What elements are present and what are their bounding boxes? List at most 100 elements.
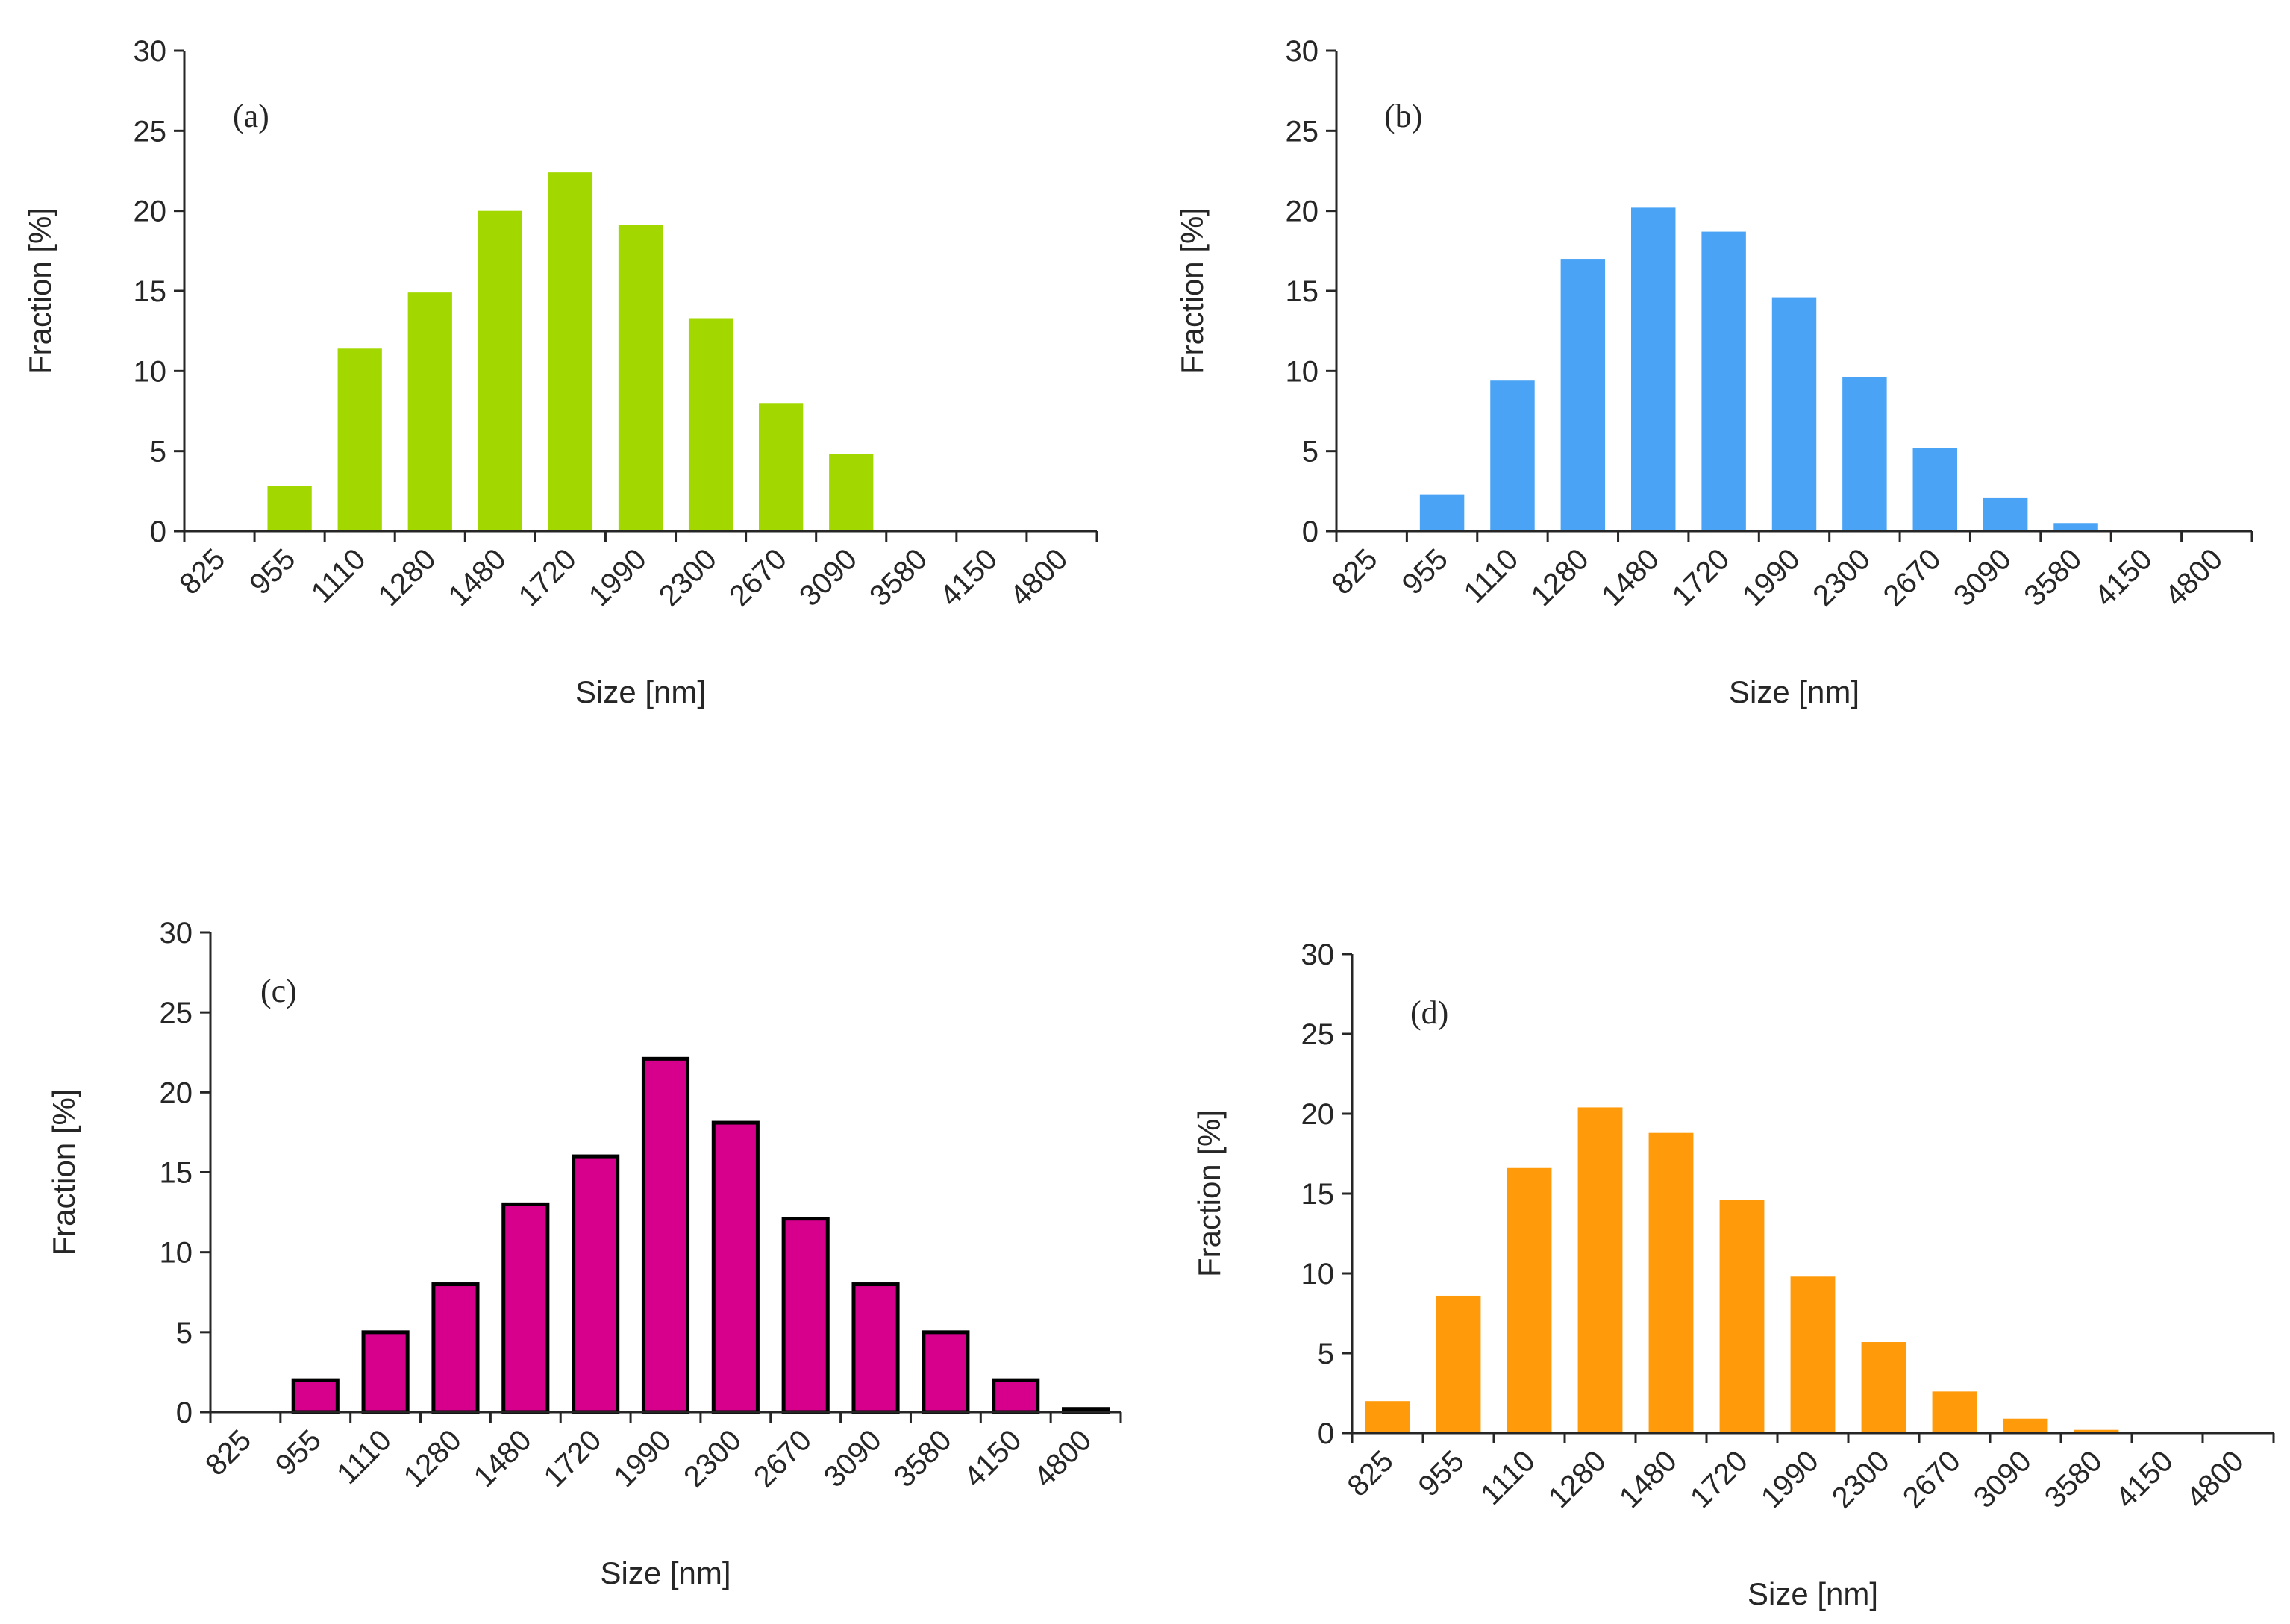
x-tick-label: 1990 [1755,1444,1825,1514]
x-axis-title: Size [nm] [1729,674,1859,709]
bar-2300 [1861,1342,1906,1433]
x-tick-label: 1110 [1474,1444,1542,1511]
bar-3580 [2074,1429,2119,1433]
x-tick-label: 2670 [748,1423,818,1493]
x-axis-title: Size [nm] [1748,1576,1878,1611]
x-tick-label: 955 [1413,1444,1471,1502]
y-tick-label: 10 [1301,1258,1335,1291]
y-tick-label: 0 [176,1396,193,1429]
x-tick-label: 3580 [863,542,933,612]
y-tick-label: 10 [160,1237,193,1270]
x-tick-label: 1110 [1457,542,1524,609]
bar-1720 [1701,231,1746,531]
y-tick-label: 20 [134,195,167,228]
x-tick-label: 955 [269,1423,328,1482]
x-tick-label: 4150 [2089,542,2159,612]
y-tick-label: 20 [160,1076,193,1109]
x-tick-label: 4800 [2159,542,2229,612]
x-tick-label: 825 [1325,542,1383,601]
y-tick-label: 25 [134,115,167,148]
y-tick-label: 5 [1302,436,1318,468]
y-axis-title: Fraction [%] [1192,1110,1227,1277]
bar-2300 [688,318,733,531]
y-tick-label: 10 [134,355,167,388]
x-tick-label: 1990 [1736,542,1806,612]
x-tick-label: 4150 [933,542,1004,612]
y-tick-label: 5 [150,436,166,468]
bar-1480 [501,1202,550,1414]
y-axis-title: Fraction [%] [46,1088,81,1255]
panel-label: (b) [1384,98,1422,134]
x-tick-label: 1280 [1542,1444,1612,1514]
bar-955 [1419,494,1465,531]
x-tick-label: 825 [1342,1444,1400,1502]
bar-3580 [2053,523,2098,531]
x-tick-label: 1990 [583,542,653,612]
x-tick-label: 3090 [818,1423,888,1493]
bar-1480 [478,210,522,531]
bar-1280 [431,1282,480,1414]
y-tick-label: 15 [134,275,167,308]
chart-panel-d: 0 5 10 15 20 25 30 825 955 1110 1280 1480 1720 1990 23… [1192,938,2275,1611]
x-tick-label: 1990 [607,1423,678,1493]
x-tick-label: 1280 [398,1423,468,1493]
bar-2670 [759,403,804,531]
y-tick-label: 15 [1301,1178,1335,1211]
bar-2670 [1932,1391,1977,1433]
x-tick-label: 2670 [723,542,793,612]
y-tick-label: 15 [160,1157,193,1190]
chart-panel-b: 0 5 10 15 20 25 30 825 955 1110 1280 1480 1720 1990 23… [1174,35,2253,709]
y-tick-label: 30 [1286,35,1319,68]
y-axis-title: Fraction [%] [22,207,57,374]
bar-3090 [2003,1418,2048,1433]
y-tick-label: 30 [134,35,167,68]
y-tick-label: 15 [1286,275,1319,308]
x-tick-label: 955 [1396,542,1454,601]
bar-955 [267,486,312,531]
bar-1110 [337,348,382,531]
bar-1110 [361,1330,410,1414]
x-tick-label: 2300 [1826,1444,1896,1514]
y-tick-label: 30 [1301,938,1335,971]
bar-1990 [641,1056,690,1414]
x-tick-label: 1280 [372,542,442,612]
x-tick-label: 4800 [1004,542,1074,612]
panel-label: (c) [260,973,297,1009]
x-tick-label: 4150 [2109,1444,2180,1514]
bar-1990 [618,225,663,531]
x-tick-label: 3580 [2018,542,2088,612]
x-tick-label: 825 [173,542,231,601]
bar-1480 [1630,207,1676,531]
x-tick-label: 2670 [1897,1444,1967,1514]
x-tick-label: 3090 [1948,542,2018,612]
bar-1720 [548,172,593,531]
y-tick-label: 5 [176,1317,193,1349]
x-tick-label: 1720 [513,542,583,612]
y-tick-label: 25 [160,997,193,1029]
y-tick-label: 20 [1301,1098,1335,1131]
x-tick-label: 4800 [1027,1423,1098,1493]
chart-panel-a: 0 5 10 15 20 25 30 825 955 1110 1280 1480 1720 1990 23… [22,35,1098,709]
bar-3580 [922,1330,970,1414]
x-tick-label: 1110 [305,542,372,609]
bar-955 [1436,1295,1481,1433]
x-tick-label: 2300 [653,542,723,612]
x-tick-label: 4150 [958,1423,1028,1493]
x-tick-label: 1720 [1665,542,1736,612]
y-tick-label: 0 [1318,1417,1334,1450]
x-tick-label: 3580 [888,1423,958,1493]
x-tick-label: 3090 [793,542,863,612]
y-tick-label: 30 [160,917,193,950]
y-tick-label: 25 [1301,1018,1335,1051]
x-tick-label: 1480 [1613,1444,1683,1514]
x-tick-label: 2300 [678,1423,748,1493]
y-tick-label: 5 [1318,1338,1334,1370]
bar-2300 [711,1120,760,1414]
x-tick-label: 1720 [1684,1444,1754,1514]
x-axis-title: Size [nm] [600,1555,731,1590]
bar-2670 [1912,448,1958,531]
bar-955 [291,1378,340,1414]
bar-3090 [1983,497,2028,531]
bar-2300 [1842,377,1887,531]
